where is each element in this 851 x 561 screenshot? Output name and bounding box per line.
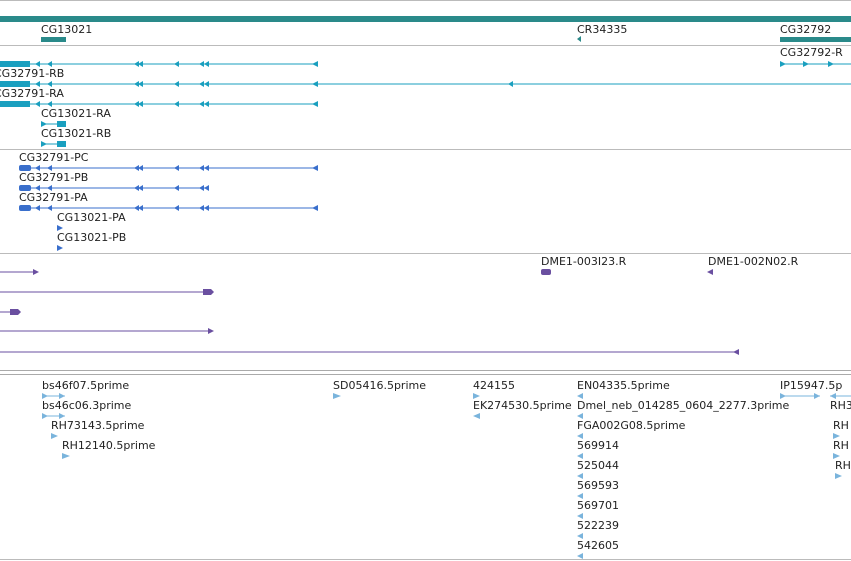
track-separator bbox=[0, 149, 851, 150]
est-rh-1[interactable] bbox=[833, 433, 840, 439]
est-label: RH bbox=[835, 459, 851, 472]
est-label: 569701 bbox=[577, 499, 619, 512]
est-label: Dmel_neb_014285_0604_2277.3prime bbox=[577, 399, 790, 412]
est-569914[interactable] bbox=[577, 453, 583, 459]
protein-label-cg32791-pc: CG32791-PC bbox=[19, 151, 89, 164]
track-separator bbox=[0, 0, 851, 1]
clone-1[interactable] bbox=[0, 269, 39, 275]
protein-label-cg13021-pa: CG13021-PA bbox=[57, 211, 126, 224]
est-label: 525044 bbox=[577, 459, 619, 472]
est-label: RH12140.5prime bbox=[62, 439, 156, 452]
clone-label-dme1-002n02-r: DME1-002N02.R bbox=[708, 255, 799, 268]
clone-4[interactable] bbox=[0, 328, 214, 334]
protein-cg32791-pc[interactable] bbox=[19, 165, 318, 171]
est-label: RH73143.5prime bbox=[51, 419, 145, 432]
est-dmel-neb[interactable] bbox=[577, 413, 583, 419]
est-label: bs46f07.5prime bbox=[42, 379, 130, 392]
transcript-label-cg13021-ra: CG13021-RA bbox=[41, 107, 111, 120]
est-bs46c06[interactable] bbox=[42, 413, 65, 419]
gene-label-cg13021: CG13021 bbox=[41, 23, 93, 36]
protein-label-cg32791-pa: CG32791-PA bbox=[19, 191, 88, 204]
est-label: 569593 bbox=[577, 479, 619, 492]
track-separator bbox=[0, 374, 851, 375]
est-label: 542605 bbox=[577, 539, 619, 552]
protein-cg13021-pa[interactable] bbox=[57, 225, 63, 231]
protein-label-cg13021-pb: CG13021-PB bbox=[57, 231, 127, 244]
est-569701[interactable] bbox=[577, 513, 583, 519]
track-separator bbox=[0, 253, 851, 254]
est-ip15947[interactable] bbox=[780, 393, 820, 399]
est-sd05416[interactable] bbox=[333, 393, 341, 399]
est-525044[interactable] bbox=[577, 473, 583, 479]
est-label: EN04335.5prime bbox=[577, 379, 670, 392]
transcript-label-cg32792-r: CG32792-R bbox=[780, 46, 843, 59]
transcript-label-cg32791-rb: CG32791-RB bbox=[0, 67, 65, 80]
clone-dme1-003i23-r[interactable] bbox=[541, 269, 551, 275]
clone-label-dme1-003i23-r: DME1-003I23.R bbox=[541, 255, 627, 268]
transcript-cg13021-rb[interactable] bbox=[41, 141, 66, 147]
clone-3[interactable] bbox=[0, 309, 21, 315]
est-label: RH bbox=[833, 439, 849, 452]
est-label: SD05416.5prime bbox=[333, 379, 426, 392]
transcript-cg32791-ra[interactable] bbox=[0, 101, 318, 107]
est-569593[interactable] bbox=[577, 493, 583, 499]
est-label: FGA002G08.5prime bbox=[577, 419, 686, 432]
est-rh3[interactable] bbox=[830, 393, 851, 399]
est-542605[interactable] bbox=[577, 553, 583, 559]
est-rh-2[interactable] bbox=[833, 453, 840, 459]
clone-2[interactable] bbox=[0, 289, 214, 295]
est-rh73143[interactable] bbox=[51, 433, 58, 439]
est-label: RH3 bbox=[830, 399, 851, 412]
est-label: RH bbox=[833, 419, 849, 432]
transcript-cg32792-r[interactable] bbox=[780, 61, 851, 67]
transcript-cg32791-rb[interactable] bbox=[0, 81, 851, 87]
transcript-label-cg32791-ra: CG32791-RA bbox=[0, 87, 64, 100]
transcript-cg32791-rb-upper[interactable] bbox=[0, 61, 318, 67]
track-separator bbox=[0, 559, 851, 560]
gene-cg13021[interactable] bbox=[41, 37, 66, 42]
est-label: IP15947.5p bbox=[780, 379, 843, 392]
gene-cr34335[interactable] bbox=[577, 36, 581, 42]
clone-dme1-002n02-r[interactable] bbox=[707, 269, 713, 275]
gene-label-cr34335: CR34335 bbox=[577, 23, 628, 36]
transcript-label-cg13021-rb: CG13021-RB bbox=[41, 127, 112, 140]
est-522239[interactable] bbox=[577, 533, 583, 539]
protein-label-cg32791-pb: CG32791-PB bbox=[19, 171, 89, 184]
est-ek274530[interactable] bbox=[473, 413, 480, 419]
est-label: 522239 bbox=[577, 519, 619, 532]
est-fga002g08[interactable] bbox=[577, 433, 583, 439]
track-separator bbox=[0, 45, 851, 46]
protein-cg32791-pa[interactable] bbox=[19, 205, 318, 211]
gene-cg32792[interactable] bbox=[780, 37, 851, 42]
est-424155[interactable] bbox=[473, 393, 480, 399]
est-label: 424155 bbox=[473, 379, 515, 392]
est-label: 569914 bbox=[577, 439, 619, 452]
gene-label-cg32792: CG32792 bbox=[780, 23, 832, 36]
protein-cg32791-pb[interactable] bbox=[19, 185, 209, 191]
clone-5[interactable] bbox=[0, 349, 739, 355]
protein-cg13021-pb[interactable] bbox=[57, 245, 63, 251]
est-label: EK274530.5prime bbox=[473, 399, 572, 412]
est-en04335[interactable] bbox=[577, 393, 583, 399]
gene-bar[interactable] bbox=[0, 16, 851, 22]
track-separator bbox=[0, 370, 851, 371]
est-label: bs46c06.3prime bbox=[42, 399, 132, 412]
est-bs46f07[interactable] bbox=[42, 393, 65, 399]
est-rh-3[interactable] bbox=[835, 473, 842, 479]
transcript-cg13021-ra[interactable] bbox=[41, 121, 66, 127]
est-rh12140[interactable] bbox=[62, 453, 70, 459]
